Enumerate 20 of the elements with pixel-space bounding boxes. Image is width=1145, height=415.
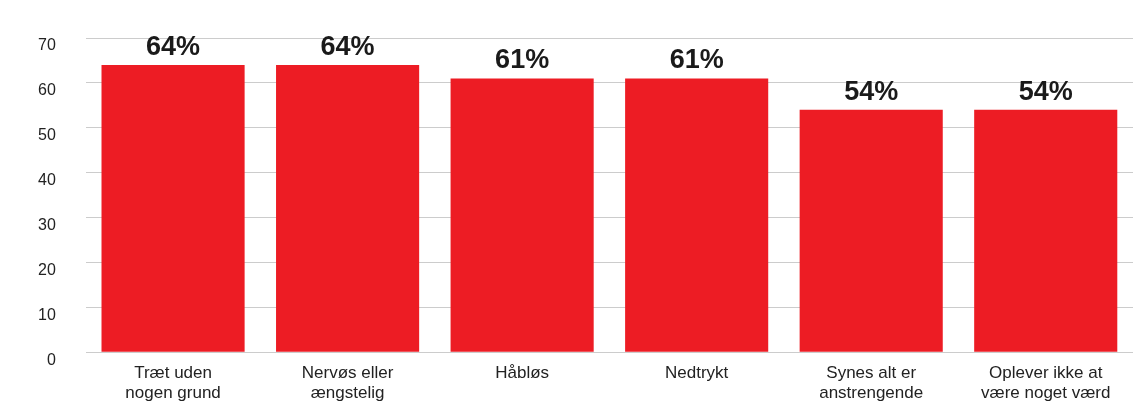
x-tick-label: Håbløs xyxy=(495,363,550,383)
data-label: 64% xyxy=(146,30,201,61)
x-tick-label: Nedtrykt xyxy=(665,363,729,383)
x-tick-label: Nervøs eller ængstelig xyxy=(301,363,394,403)
y-tick-label: 0 xyxy=(46,350,56,368)
data-label: 64% xyxy=(320,30,375,61)
y-tick-label: 40 xyxy=(38,171,56,189)
data-label: 61% xyxy=(495,44,550,75)
x-tick-label: Træt uden nogen grund xyxy=(125,363,221,403)
y-tick-label: 70 xyxy=(38,36,56,54)
x-tick-label: Synes alt er anstrengende xyxy=(819,363,924,403)
y-tick-label: 30 xyxy=(38,215,56,233)
x-tick-label: Oplever ikke at være noget værd xyxy=(981,363,1111,403)
data-label: 54% xyxy=(844,75,899,106)
y-tick-label: 10 xyxy=(38,305,56,323)
y-tick-label: 20 xyxy=(38,260,56,278)
data-label: 61% xyxy=(669,44,724,75)
y-tick-label: 50 xyxy=(38,126,56,144)
y-tick-label: 60 xyxy=(38,81,56,99)
data-label: 54% xyxy=(1018,75,1073,106)
